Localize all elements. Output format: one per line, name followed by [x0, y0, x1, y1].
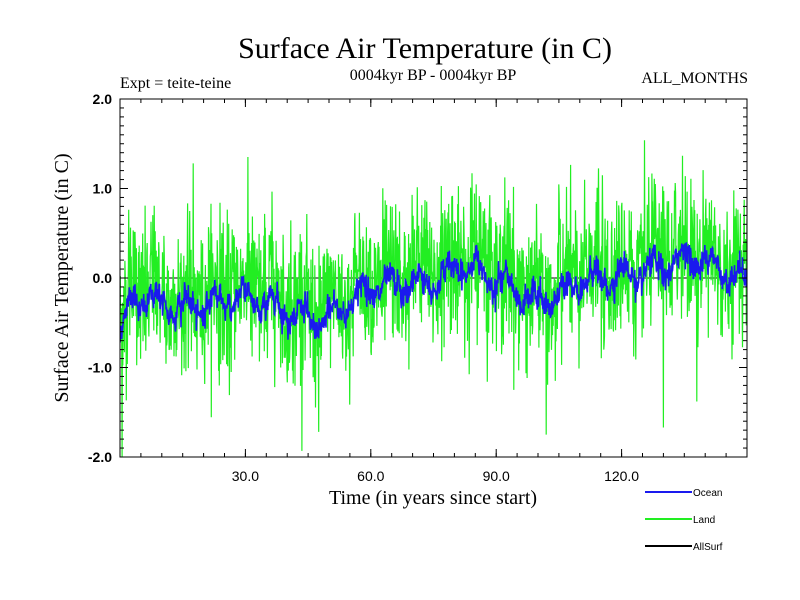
y-tick-label: 1.0 — [93, 181, 113, 197]
series-ocean-line — [120, 242, 747, 343]
y-tick-label: 2.0 — [93, 91, 113, 107]
legend: Ocean Land AllSurf — [645, 488, 723, 553]
plot-area: -2.0 -1.0 0.0 1.0 2.0 30.0 60.0 90.0 120.0 — [88, 91, 748, 484]
x-axis-label: Time (in years since start) — [329, 487, 537, 509]
legend-label-land: Land — [693, 515, 715, 526]
legend-label-ocean: Ocean — [693, 488, 722, 499]
x-tick-label: 60.0 — [357, 468, 384, 484]
y-tick-label: -1.0 — [88, 360, 112, 376]
series-land-line — [120, 140, 747, 457]
subtitle-left: Expt = teite-teine — [120, 75, 231, 92]
chart-title: Surface Air Temperature (in C) — [238, 32, 612, 65]
x-tick-label: 30.0 — [232, 468, 259, 484]
subtitle-center: 0004kyr BP - 0004kyr BP — [350, 67, 517, 84]
y-axis-label: Surface Air Temperature (in C) — [51, 153, 73, 402]
legend-label-allsurf: AllSurf — [693, 542, 723, 553]
subtitle-right: ALL_MONTHS — [641, 70, 748, 87]
x-tick-label: 120.0 — [604, 468, 639, 484]
y-tick-label: 0.0 — [93, 270, 113, 286]
x-tick-label: 90.0 — [483, 468, 510, 484]
y-tick-label: -2.0 — [88, 449, 112, 465]
